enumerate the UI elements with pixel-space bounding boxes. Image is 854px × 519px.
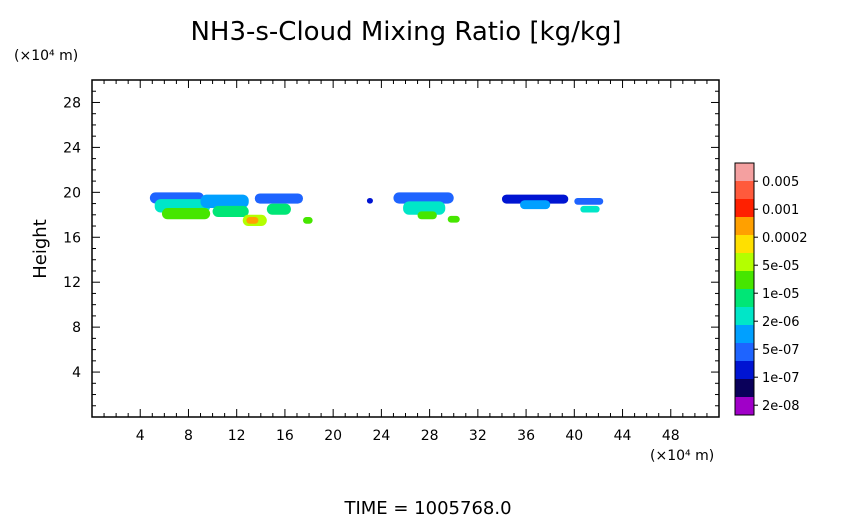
y-tick-label: 4 — [72, 365, 81, 381]
y-tick-label: 8 — [72, 320, 81, 336]
colorbar-swatch — [735, 397, 754, 416]
cloud-region-17 — [574, 197, 604, 205]
colorbar-label: 1e-05 — [762, 287, 800, 302]
cloud-region-14 — [447, 215, 460, 223]
cloud-region-16 — [520, 200, 551, 210]
colorbar-swatch — [735, 199, 754, 218]
x-tick-label: 48 — [662, 428, 680, 444]
colorbar-swatch — [735, 289, 754, 308]
cloud-region-9 — [303, 217, 313, 224]
y-tick-label: 16 — [63, 230, 81, 246]
colorbar-label: 0.0002 — [762, 231, 808, 246]
colorbar-swatch — [735, 163, 754, 182]
colorbar-swatch — [735, 325, 754, 344]
colorbar-label: 2e-06 — [762, 315, 800, 330]
chart-title: NH3-s-Cloud Mixing Ratio [kg/kg] — [190, 17, 621, 47]
cloud-region-10 — [366, 197, 373, 204]
x-tick-label: 28 — [421, 428, 439, 444]
colorbar-label: 5e-07 — [762, 343, 800, 358]
colorbar-swatch — [735, 361, 754, 380]
plot-regions — [149, 192, 604, 227]
cloud-region-6 — [246, 217, 259, 224]
x-tick-label: 44 — [614, 428, 632, 444]
colorbar-swatch — [735, 181, 754, 200]
colorbar-label: 5e-05 — [762, 259, 800, 274]
y-tick-label: 20 — [63, 185, 81, 201]
y-tick-label: 12 — [63, 275, 81, 291]
x-tick-label: 40 — [565, 428, 583, 444]
colorbar-swatch — [735, 235, 754, 254]
cloud-region-13 — [417, 211, 437, 220]
cloud-region-2 — [161, 208, 211, 220]
plot-frame — [91, 79, 720, 418]
cloud-region-11 — [393, 192, 454, 204]
y-axis-label: Height — [30, 219, 51, 279]
time-label: TIME = 1005768.0 — [343, 498, 511, 519]
colorbar-swatch — [735, 343, 754, 362]
colorbar-swatch — [735, 379, 754, 398]
cloud-region-15 — [501, 194, 569, 204]
cloud-region-12 — [403, 201, 446, 215]
colorbar-label: 0.001 — [762, 203, 799, 218]
x-tick-label: 16 — [276, 428, 294, 444]
x-tick-label: 32 — [469, 428, 487, 444]
y-unit-label: (×10⁴ m) — [14, 48, 78, 64]
x-tick-label: 24 — [372, 428, 390, 444]
cloud-region-3 — [200, 194, 249, 209]
cloud-region-18 — [580, 205, 600, 213]
x-tick-label: 36 — [517, 428, 535, 444]
colorbar-swatch — [735, 307, 754, 326]
cloud-region-8 — [266, 203, 291, 215]
colorbar-label: 0.005 — [762, 175, 799, 190]
colorbar-label: 1e-07 — [762, 371, 800, 386]
cloud-region-7 — [254, 193, 304, 204]
colorbar-label: 2e-08 — [762, 399, 800, 414]
cloud-region-4 — [212, 205, 249, 218]
x-unit-label: (×10⁴ m) — [650, 448, 714, 464]
colorbar-swatch — [735, 217, 754, 236]
colorbar-swatch — [735, 253, 754, 272]
x-tick-label: 4 — [136, 428, 145, 444]
colorbar-frame — [734, 162, 755, 416]
x-tick-label: 20 — [324, 428, 342, 444]
y-tick-label: 28 — [63, 95, 81, 111]
x-tick-label: 8 — [184, 428, 193, 444]
colorbar-swatch — [735, 271, 754, 290]
x-tick-label: 12 — [228, 428, 246, 444]
colorbar: 0.005 0.001 0.0002 5e-05 1e-05 2e-06 5e-07 1e-0… — [734, 162, 808, 416]
y-tick-label: 24 — [63, 140, 81, 156]
